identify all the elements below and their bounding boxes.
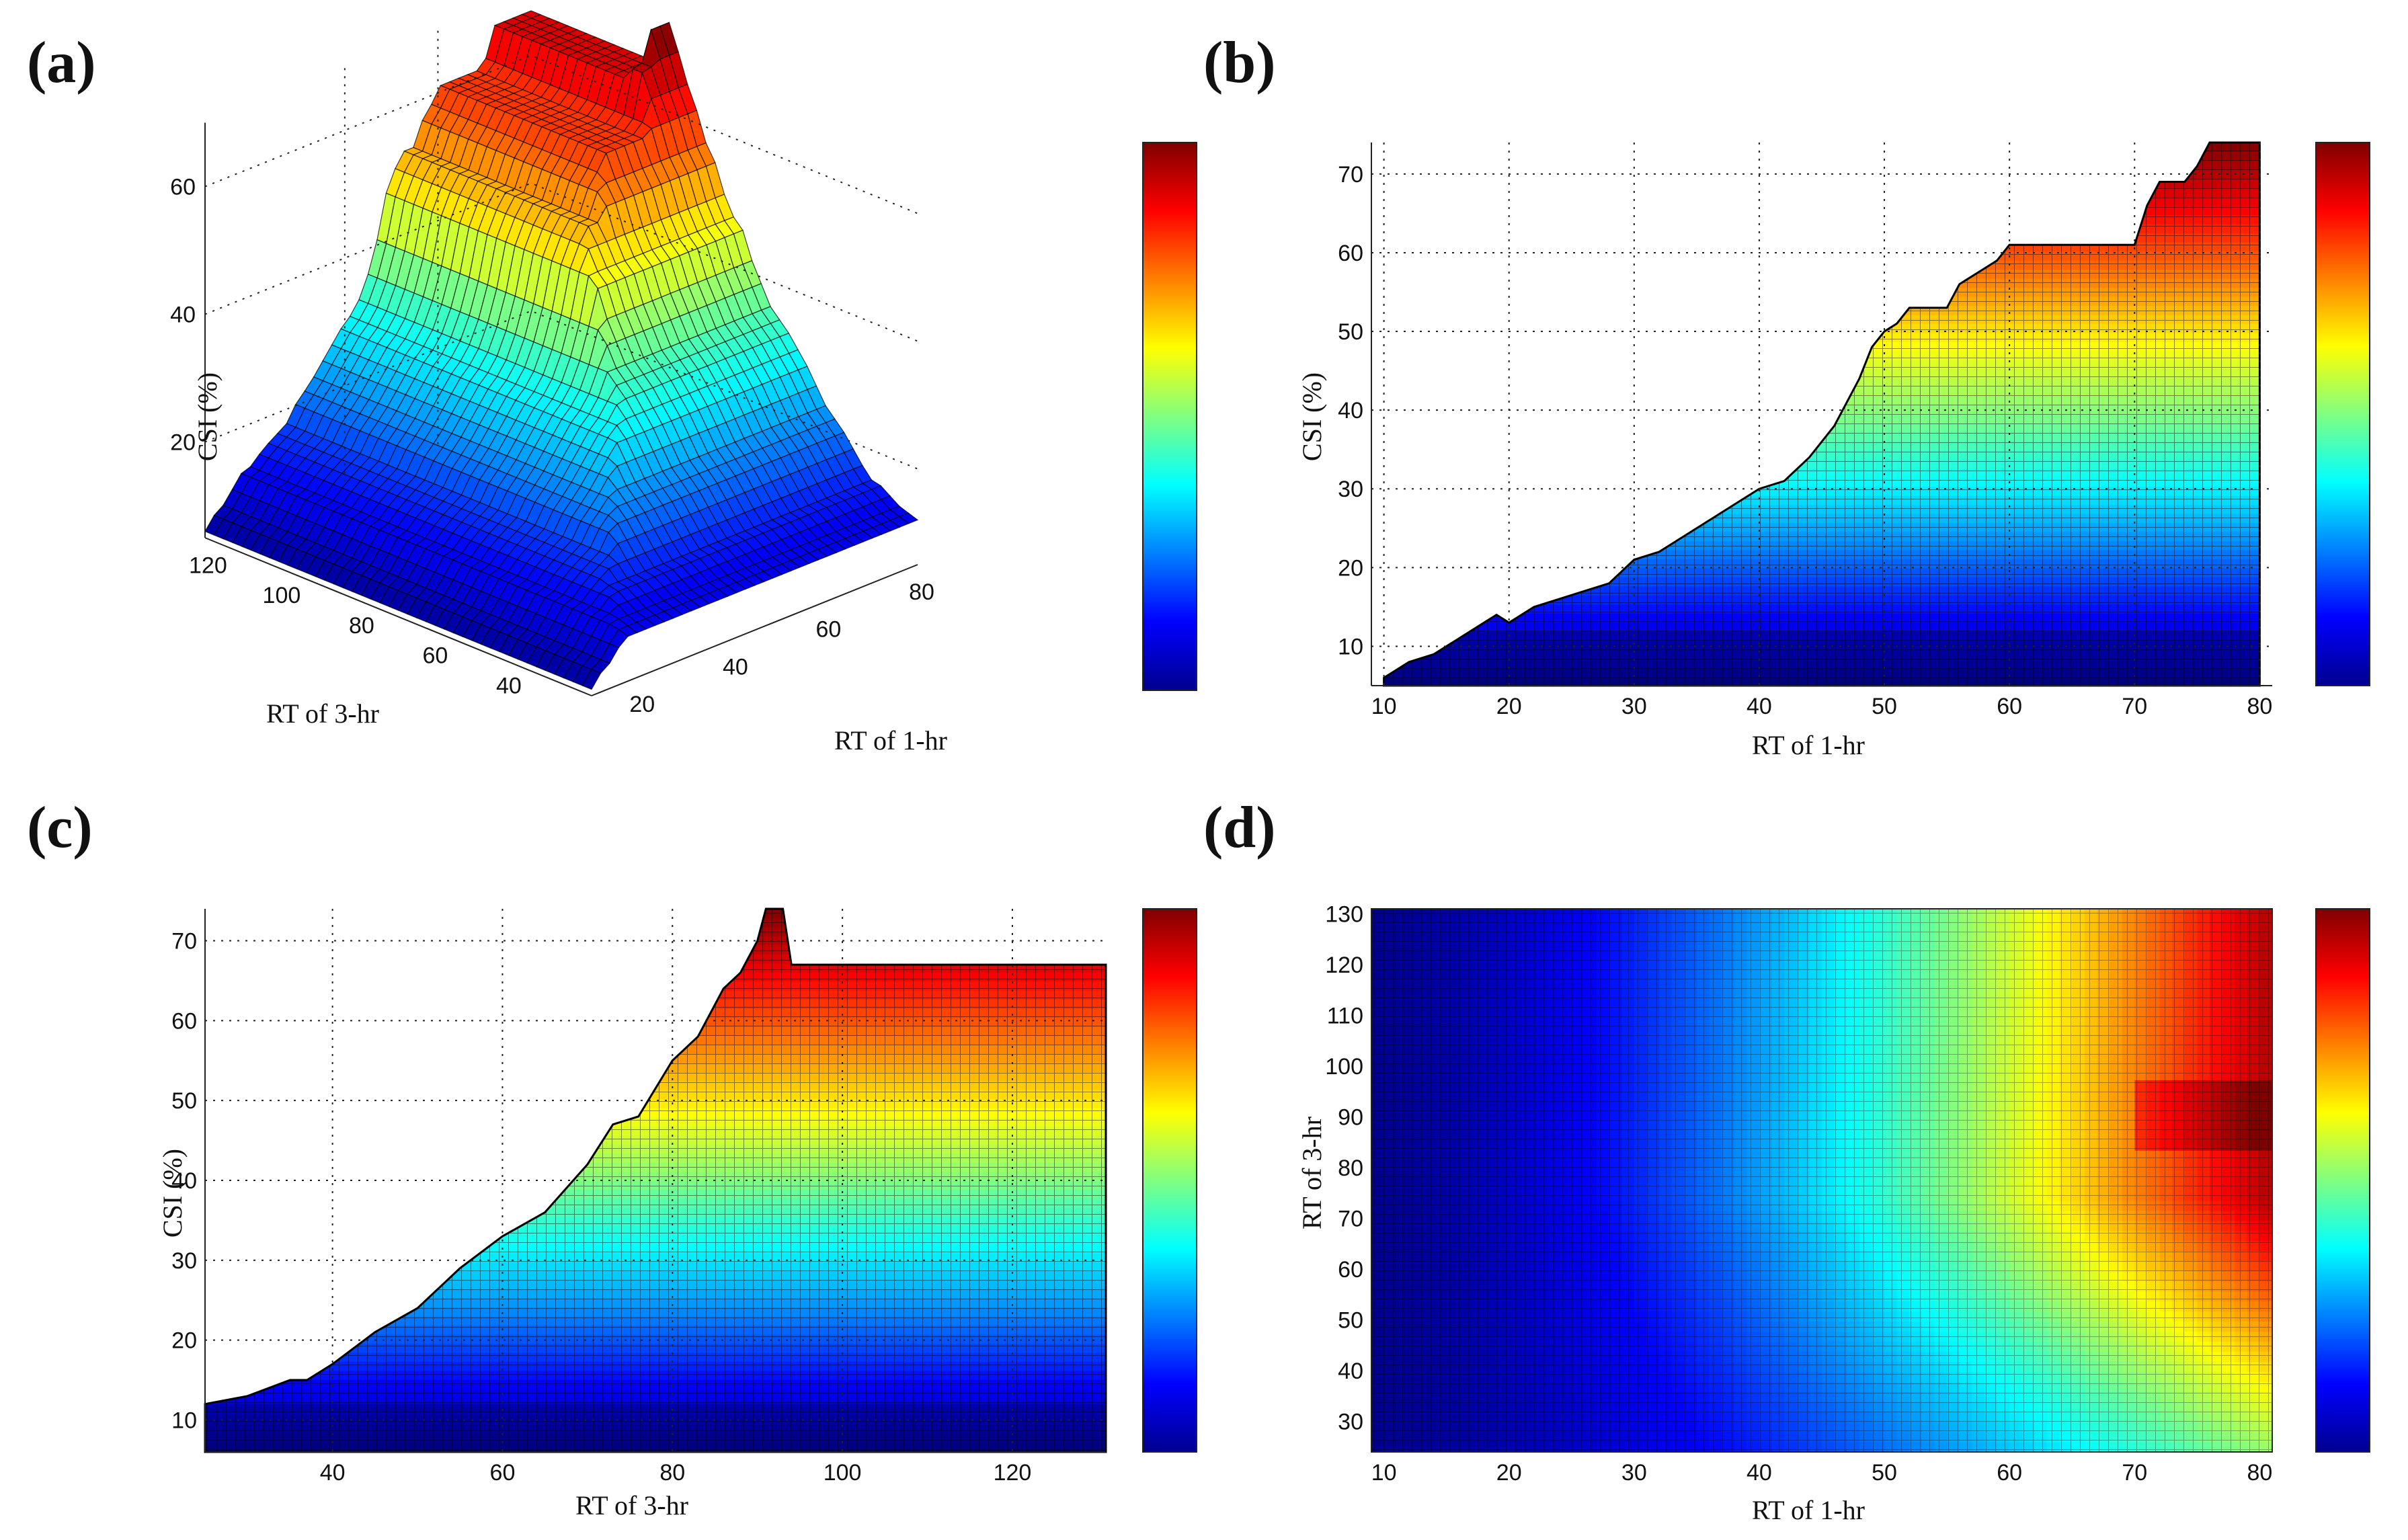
surface-facet bbox=[581, 669, 602, 690]
color-band bbox=[205, 944, 1106, 955]
x-tick-label: 10 bbox=[1371, 694, 1397, 719]
panel-a-surface: 20 40 60 20 40 60 80 40 60 80 100 120 CSI (%) RT of… bbox=[170, 10, 947, 756]
y-tick-label: 30 bbox=[1338, 477, 1363, 502]
x-tick-label: 60 bbox=[1997, 694, 2022, 719]
y-tick-label: 60 bbox=[171, 1008, 197, 1034]
x-axis-label: RT of 3-hr bbox=[575, 1490, 688, 1521]
color-band bbox=[205, 918, 1106, 928]
y-tick-label: 80 bbox=[349, 613, 374, 639]
color-band bbox=[1383, 160, 2260, 170]
surface-outline bbox=[1383, 141, 2261, 687]
surface-outline bbox=[204, 907, 1107, 1453]
panel-label-c: (c) bbox=[27, 795, 93, 860]
x-tick-label: 20 bbox=[629, 692, 655, 717]
y-axis-label: CSI (%) bbox=[1297, 372, 1327, 461]
y-axis-label: CSI (%) bbox=[157, 1149, 188, 1238]
y-tick-label: 20 bbox=[1338, 555, 1363, 581]
y-tick-label: 10 bbox=[1338, 634, 1363, 659]
panel-a-axes: 20 40 60 20 40 60 80 40 60 80 100 120 bbox=[170, 29, 934, 717]
color-band bbox=[1383, 188, 2260, 198]
y-tick-label: 40 bbox=[1338, 398, 1363, 423]
color-band bbox=[205, 909, 1106, 918]
color-band bbox=[205, 936, 1106, 946]
grid-line bbox=[204, 182, 918, 342]
y-tick-label: 70 bbox=[1338, 162, 1363, 188]
x-axis-label: RT of 1-hr bbox=[1752, 730, 1865, 760]
y-tick-label: 100 bbox=[263, 583, 301, 608]
color-band bbox=[1383, 206, 2260, 216]
panel-d-heatmap: 10 20 30 40 50 60 70 80304050607080901001101201… bbox=[1325, 902, 2273, 1486]
y-tick-label: 10 bbox=[171, 1408, 197, 1433]
x-tick-label: 100 bbox=[824, 1460, 862, 1486]
panel-c-area: 40 60 80 100 120 10 20 30 40 50 60 70 bbox=[171, 907, 1107, 1486]
z-tick-label: 60 bbox=[170, 175, 196, 200]
y-axis-label: RT of 3-hr bbox=[266, 698, 379, 729]
panel-label-d: (d) bbox=[1203, 795, 1276, 860]
panel-label-a: (a) bbox=[27, 30, 96, 95]
y-tick-label: 30 bbox=[171, 1248, 197, 1274]
x-tick-label: 70 bbox=[2122, 694, 2147, 719]
z-tick-label: 20 bbox=[170, 430, 196, 456]
x-tick-label: 120 bbox=[994, 1460, 1032, 1486]
x-axis-label: RT of 1-hr bbox=[834, 725, 947, 756]
y-tick-label: 60 bbox=[1338, 241, 1363, 266]
color-band bbox=[1383, 224, 2260, 234]
panel-label-b: (b) bbox=[1203, 30, 1276, 95]
y-tick-label: 50 bbox=[1338, 319, 1363, 345]
x-tick-label: 40 bbox=[723, 654, 748, 680]
surface-mesh bbox=[204, 10, 919, 690]
x-axis bbox=[591, 564, 918, 696]
z-tick-label: 40 bbox=[170, 302, 196, 328]
x-tick-label: 20 bbox=[1496, 694, 1522, 719]
x-tick-label: 30 bbox=[1621, 694, 1647, 719]
mesh-overlay bbox=[205, 909, 1106, 1452]
y-tick-label: 60 bbox=[423, 643, 448, 669]
x-tick-label: 40 bbox=[320, 1460, 346, 1486]
floor-band bbox=[1383, 631, 2260, 686]
color-band bbox=[205, 954, 1106, 964]
y-tick-label: 120 bbox=[189, 553, 227, 578]
y-tick-label: 50 bbox=[171, 1088, 197, 1114]
color-band bbox=[1383, 151, 2260, 161]
z-axis-label: CSI (%) bbox=[192, 372, 223, 461]
y-tick-label: 40 bbox=[171, 1168, 197, 1194]
x-tick-label: 80 bbox=[659, 1460, 685, 1486]
grid-line bbox=[204, 310, 918, 470]
mesh-overlay bbox=[1383, 143, 2260, 686]
floor-band bbox=[205, 1404, 1106, 1452]
panel-b-area: 10 20 30 40 50 60 70 80 10 20 30 40 50 60 70 bbox=[1338, 141, 2272, 719]
color-band bbox=[1383, 214, 2260, 225]
color-band bbox=[1383, 169, 2260, 179]
x-tick-label: 60 bbox=[816, 617, 842, 643]
x-tick-label: 80 bbox=[2247, 694, 2272, 719]
x-tick-label: 50 bbox=[1872, 694, 1897, 719]
x-tick-label: 60 bbox=[490, 1460, 516, 1486]
y-tick-label: 40 bbox=[496, 673, 522, 698]
x-tick-label: 40 bbox=[1747, 694, 1772, 719]
color-band bbox=[1383, 196, 2260, 206]
color-band bbox=[1383, 143, 2260, 152]
y-axis bbox=[204, 537, 592, 696]
x-tick-label: 80 bbox=[909, 579, 934, 605]
y-tick-label: 20 bbox=[171, 1328, 197, 1354]
color-band bbox=[205, 926, 1106, 936]
y-tick-label: 70 bbox=[171, 929, 197, 955]
grid-line bbox=[204, 54, 918, 214]
color-band bbox=[1383, 178, 2260, 188]
